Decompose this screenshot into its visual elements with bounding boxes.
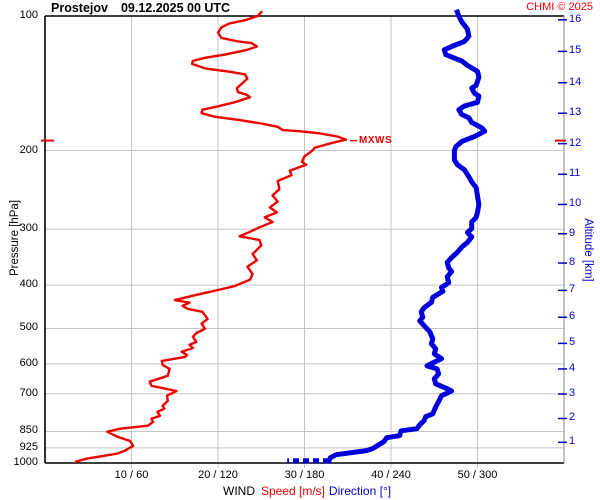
copyright-notice: CHMI © 2025 [526, 1, 593, 13]
altitude-tick-label: 16 [569, 12, 582, 25]
speed-curve [74, 10, 348, 464]
altitude-tick-label: 1 [569, 435, 576, 448]
pressure-tick-label: 300 [19, 222, 38, 235]
chart-title: Prostejov 09.12.2025 00 UTC [51, 1, 243, 15]
speed-legend-label: Speed [m/s] [260, 484, 326, 498]
altitude-tick-label: 5 [569, 336, 576, 349]
altitude-tick-label: 2 [569, 411, 576, 424]
direction-curve [325, 8, 488, 465]
pressure-tick-label: 200 [19, 143, 38, 156]
altitude-tick-label: 4 [569, 361, 576, 374]
direction-legend-label: Direction [°] [328, 484, 392, 498]
altitude-tick-label: 14 [569, 75, 582, 88]
pressure-tick-label: 100 [19, 9, 38, 21]
altitude-tick-label: 11 [569, 167, 581, 180]
altitude-tick-label: 13 [569, 106, 582, 119]
station-name: Prostejov [51, 1, 108, 15]
sounding-datetime: 09.12.2025 00 UTC [120, 1, 231, 15]
altitude-tick-label: 7 [569, 283, 576, 296]
pressure-tick-label: 600 [19, 356, 38, 369]
altitude-tick-label: 6 [569, 310, 576, 323]
altitude-tick-label: 10 [569, 197, 582, 210]
altitude-tick-label: 15 [569, 44, 582, 57]
x-tick-label: 10 / 60 [114, 469, 149, 481]
altitude-axis-label: Altitude [km] [582, 218, 594, 282]
x-tick-label: 50 / 300 [457, 469, 498, 481]
pressure-tick-label: 925 [19, 440, 38, 453]
altitude-tick-label: 9 [569, 226, 576, 239]
pressure-tick-label: 400 [19, 278, 38, 291]
x-axis-title: WIND [223, 484, 255, 498]
altitude-tick-label: 3 [569, 387, 576, 400]
altitude-tick-label: 8 [569, 256, 576, 269]
pressure-tick-label: 1000 [13, 456, 38, 468]
pressure-tick-label: 700 [19, 386, 38, 399]
mxws-label: MXWS [359, 134, 393, 146]
x-tick-label: 30 / 180 [284, 469, 325, 481]
pressure-axis-label: Pressure [hPa] [9, 199, 21, 277]
x-tick-label: 40 / 240 [371, 469, 411, 481]
pressure-tick-label: 500 [19, 321, 38, 334]
pressure-tick-label: 850 [19, 424, 38, 437]
x-tick-label: 20 / 120 [198, 469, 238, 481]
altitude-tick-label: 12 [569, 136, 582, 149]
